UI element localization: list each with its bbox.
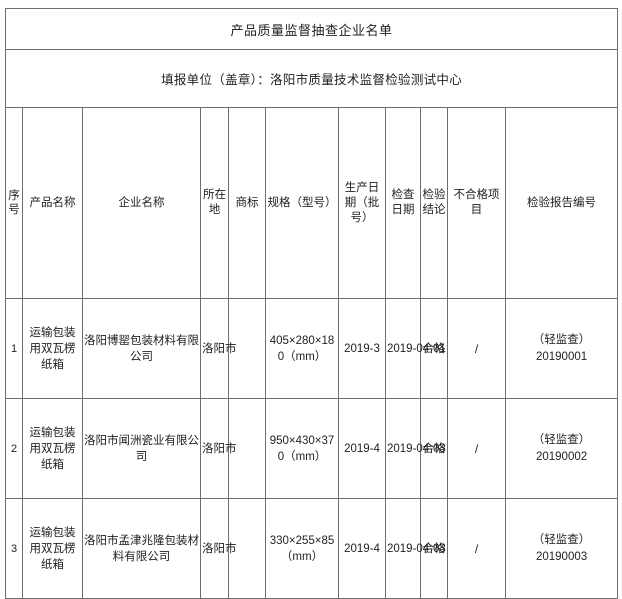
reporting-unit-row: 填报单位（盖章）：洛阳市质量技术监督检验测试中心 bbox=[4, 49, 619, 108]
cell-company-name: 洛阳市闻洲瓷业有限公司 bbox=[82, 398, 201, 499]
cell-index: 3 bbox=[5, 498, 23, 599]
column-header-location: 所在地 bbox=[200, 107, 229, 299]
cell-production-date: 2019-3 bbox=[338, 298, 386, 399]
cell-company-name: 洛阳市孟津兆隆包装材料有限公司 bbox=[82, 498, 201, 599]
cell-conclusion: 合格 bbox=[420, 498, 448, 599]
column-header-index-label: 序号 bbox=[8, 190, 20, 216]
table-row: 1 运输包装用双瓦楞纸箱 洛阳博罂包装材料有限公司 洛阳市 405×280×18… bbox=[5, 298, 619, 399]
column-header-company: 企业名称 bbox=[82, 107, 201, 299]
cell-report-number-line2: 20190001 bbox=[535, 350, 588, 363]
title-row: 产品质量监督抽查企业名单 bbox=[4, 8, 619, 50]
cell-report-number-line2: 20190003 bbox=[535, 550, 588, 563]
cell-trademark bbox=[228, 498, 266, 599]
cell-report-number: （轻监查） 20190001 bbox=[504, 298, 619, 399]
cell-trademark bbox=[228, 298, 266, 399]
cell-specification: 950×430×370（mm） bbox=[265, 398, 339, 499]
column-header-conclusion: 检验结论 bbox=[420, 107, 448, 299]
cell-conclusion: 合格 bbox=[420, 298, 448, 399]
column-header-index: 序号 bbox=[5, 107, 23, 299]
column-header-nonconforming-items: 不合格项目 bbox=[447, 107, 506, 299]
column-header-spec: 规格（型号） bbox=[265, 107, 339, 299]
cell-production-date: 2019-4 bbox=[338, 398, 386, 499]
cell-report-number-line2: 20190002 bbox=[535, 450, 588, 463]
cell-nonconforming-items: / bbox=[447, 398, 506, 499]
cell-report-number-line1: （轻监查） bbox=[532, 533, 591, 546]
cell-location: 洛阳市 bbox=[200, 298, 237, 399]
cell-product-name: 运输包装用双瓦楞纸箱 bbox=[22, 298, 83, 399]
table-header-row: 序号 产品名称 企业名称 所在地 商标 规格（型号） 生产日期（批号） 检查日期… bbox=[5, 107, 619, 299]
cell-specification: 405×280×180（mm） bbox=[265, 298, 339, 399]
table-row: 3 运输包装用双瓦楞纸箱 洛阳市孟津兆隆包装材料有限公司 洛阳市 330×255… bbox=[5, 498, 619, 599]
cell-product-name: 运输包装用双瓦楞纸箱 bbox=[22, 398, 83, 499]
cell-production-date: 2019-4 bbox=[338, 498, 386, 599]
column-header-report-number: 检验报告编号 bbox=[504, 107, 619, 299]
cell-report-number-line1: （轻监查） bbox=[532, 333, 591, 346]
table-row: 2 运输包装用双瓦楞纸箱 洛阳市闻洲瓷业有限公司 洛阳市 950×430×370… bbox=[5, 398, 619, 499]
document-title: 产品质量监督抽查企业名单 bbox=[4, 8, 619, 50]
reporting-unit-text: 填报单位（盖章）：洛阳市质量技术监督检验测试中心 bbox=[4, 49, 619, 108]
cell-index: 2 bbox=[5, 398, 23, 499]
cell-conclusion: 合格 bbox=[420, 398, 448, 499]
cell-location: 洛阳市 bbox=[200, 398, 237, 499]
cell-report-number: （轻监查） 20190003 bbox=[504, 498, 619, 599]
column-header-product: 产品名称 bbox=[22, 107, 83, 299]
column-header-production-date: 生产日期（批号） bbox=[338, 107, 386, 299]
cell-report-number: （轻监查） 20190002 bbox=[504, 398, 619, 499]
document-sheet: 产品质量监督抽查企业名单 填报单位（盖章）：洛阳市质量技术监督检验测试中心 序号… bbox=[4, 8, 619, 599]
column-header-trademark: 商标 bbox=[228, 107, 266, 299]
column-header-check-date: 检查日期 bbox=[385, 107, 421, 299]
cell-specification: 330×255×85（mm） bbox=[265, 498, 339, 599]
inspection-list-table: 产品质量监督抽查企业名单 填报单位（盖章）：洛阳市质量技术监督检验测试中心 序号… bbox=[4, 8, 619, 599]
cell-company-name: 洛阳博罂包装材料有限公司 bbox=[82, 298, 201, 399]
cell-check-date: 2019-04-03 bbox=[385, 398, 446, 499]
cell-check-date: 2019-04-03 bbox=[385, 498, 446, 599]
cell-product-name: 运输包装用双瓦楞纸箱 bbox=[22, 498, 83, 599]
cell-report-number-line1: （轻监查） bbox=[532, 433, 591, 446]
cell-check-date: 2019-04-01 bbox=[385, 298, 446, 399]
cell-index: 1 bbox=[5, 298, 23, 399]
cell-nonconforming-items: / bbox=[447, 298, 506, 399]
cell-nonconforming-items: / bbox=[447, 498, 506, 599]
cell-location: 洛阳市 bbox=[200, 498, 237, 599]
